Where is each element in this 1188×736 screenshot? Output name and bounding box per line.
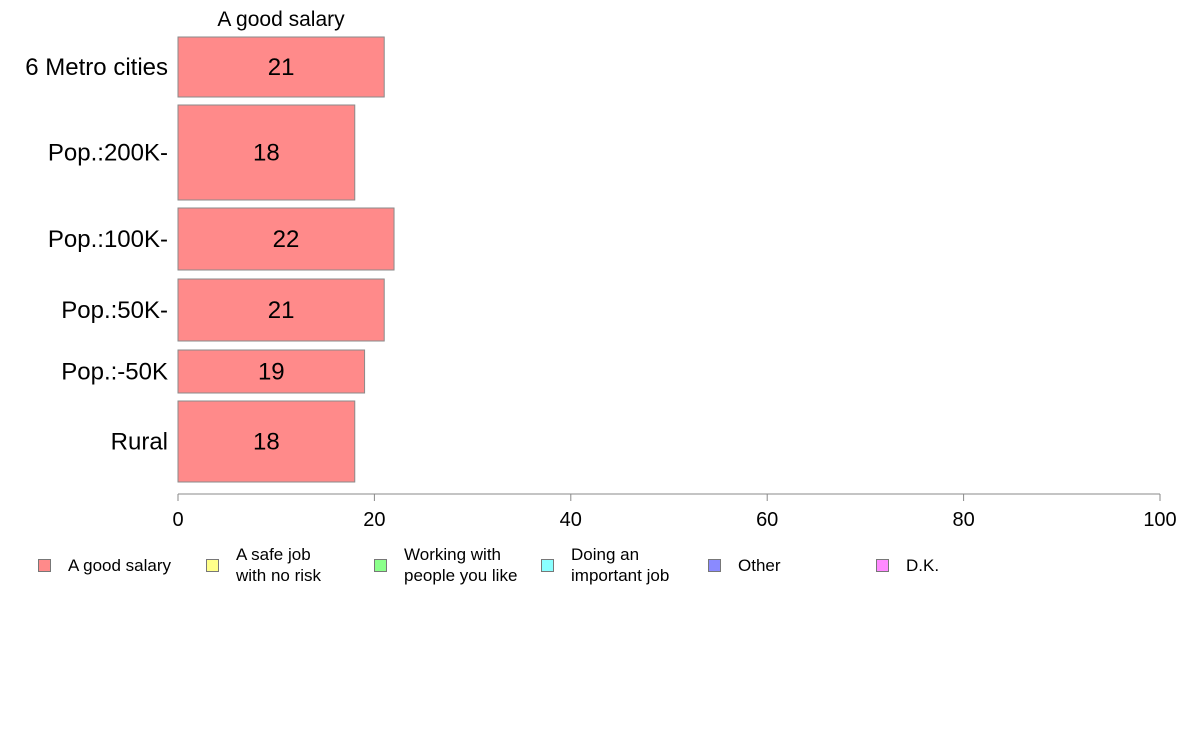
x-tick-label: 100 [1143, 509, 1176, 531]
data-label: 21 [268, 54, 295, 81]
category-label: Rural [111, 429, 168, 456]
legend-swatch [708, 558, 721, 572]
legend-swatch [374, 558, 387, 572]
legend-item-dk: D.K. [876, 543, 939, 587]
x-tick-label: 80 [952, 509, 974, 531]
x-tick-label: 20 [363, 509, 385, 531]
data-label: 22 [273, 226, 300, 253]
category-label: Pop.:100K- [48, 226, 168, 253]
legend-swatch [38, 558, 51, 572]
data-label: 21 [268, 297, 295, 324]
category-label: 6 Metro cities [25, 54, 168, 81]
legend-label: D.K. [906, 555, 940, 575]
legend-label: A good salary [68, 555, 172, 575]
x-tick-label: 60 [756, 509, 778, 531]
category-label: Pop.:-50K [61, 359, 168, 386]
legend: A good salary A safe job with no risk Wo… [38, 543, 1158, 589]
legend-label: A safe job with no risk [236, 545, 322, 585]
bar [177, 104, 356, 201]
legend-item-working-with-people: Working with people you like [374, 543, 517, 587]
legend-swatch [876, 558, 889, 572]
bar [177, 400, 356, 483]
bars-layer: 21 6 Metro cities 18 Pop.:200K- 22 Pop.:100K-… [25, 36, 395, 483]
x-axis: 0 20 40 60 80 100 [172, 493, 1177, 531]
legend-item-other: Other [708, 543, 781, 587]
x-tick-label: 40 [560, 509, 582, 531]
data-label: 18 [253, 429, 280, 456]
bar [177, 349, 366, 394]
x-tick-label: 0 [172, 509, 183, 531]
legend-label: Other [738, 555, 781, 575]
legend-label: Doing an important job [571, 545, 670, 585]
data-label: 19 [258, 359, 285, 386]
legend-item-good-salary: A good salary [38, 543, 171, 587]
legend-swatch [541, 558, 554, 572]
legend-item-safe-job: A safe job with no risk [206, 543, 321, 587]
data-label: 18 [253, 140, 280, 167]
bar [177, 207, 395, 271]
bar [177, 278, 385, 342]
legend-item-important-job: Doing an important job [541, 543, 669, 587]
legend-swatch [206, 558, 219, 572]
bar-chart: A good salary 21 6 Metro cities 18 Pop.:200… [25, 8, 1177, 531]
category-label: Pop.:50K- [61, 297, 168, 324]
legend-label: Working with people you like [404, 545, 518, 585]
category-label: Pop.:200K- [48, 140, 168, 167]
chart-title: A good salary [217, 8, 345, 31]
bar [177, 36, 385, 98]
